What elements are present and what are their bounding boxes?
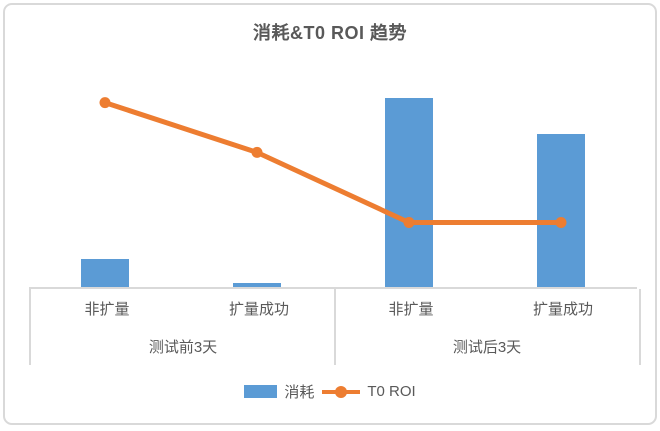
roi-point-marker [403,217,415,228]
consumption-bar [233,283,281,287]
line-swatch-marker [335,385,348,398]
roi-point-marker [251,146,263,158]
legend-label-roi: T0 ROI [367,383,416,400]
roi-point-marker [555,217,567,228]
group-divider-line [334,289,336,365]
plot-area [29,62,637,289]
category-label: 扩量成功 [228,300,289,318]
roi-point-marker [99,97,111,109]
legend-item-roi: T0 ROI [322,383,416,400]
consumption-bar [385,98,433,287]
category-cell: 扩量成功 [183,289,335,327]
category-cell: 非扩量 [31,289,183,327]
group-label: 测试后3天 [452,338,522,356]
category-cell: 扩量成功 [487,289,639,327]
roi-line-layer [99,97,567,228]
consumption-bar [537,134,585,287]
group-row: 测试前3天 测试后3天 [31,327,639,365]
roi-line [104,100,561,225]
consumption-bar [81,259,129,287]
category-cell: 非扩量 [335,289,487,327]
chart-card: 消耗&T0 ROI 趋势 非扩量 扩量成功 非扩量 扩量成功 测试前3天 测试 [3,3,657,425]
category-label: 非扩量 [388,300,434,318]
x-axis: 非扩量 扩量成功 非扩量 扩量成功 测试前3天 测试后3天 [29,289,641,365]
category-label: 扩量成功 [532,300,593,318]
legend: 消耗 T0 ROI [5,381,655,402]
category-row: 非扩量 扩量成功 非扩量 扩量成功 [31,289,639,327]
bar-swatch-icon [244,385,278,398]
group-cell: 测试前3天 [31,327,335,365]
group-cell: 测试后3天 [335,327,639,365]
group-label: 测试前3天 [148,338,218,356]
category-label: 非扩量 [84,300,130,318]
chart-title: 消耗&T0 ROI 趋势 [252,23,407,43]
line-swatch-icon [322,385,361,398]
legend-label-consumption: 消耗 [284,384,315,401]
legend-item-consumption: 消耗 [244,381,314,402]
